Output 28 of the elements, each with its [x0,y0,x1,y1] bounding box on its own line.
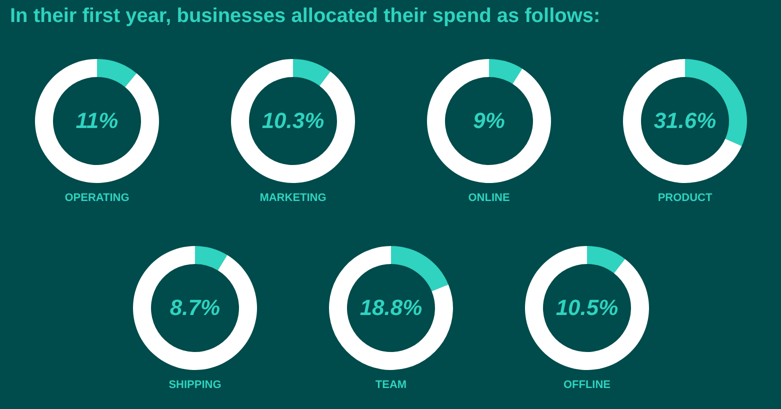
text: In their first year, businesses allocated their spend as follows: [10,5,600,27]
donut-slice [426,59,550,183]
donut-slice [96,59,136,88]
text: TEAM [374,379,406,391]
data-label: 8.7% [169,295,220,320]
text: OFFLINE [562,379,610,391]
text: OPERATING [64,192,129,204]
donut-slice [34,59,158,183]
text: PRODUCT [657,192,712,204]
donut-slice [488,59,522,84]
donut-slice [524,246,648,370]
data-label: 31.6% [653,108,716,133]
donut-slice [292,59,330,86]
data-label: 9% [472,108,504,133]
text: SHIPPING [168,379,221,391]
donut-slice [390,246,448,292]
donut-slice [328,246,452,370]
donut-slice [194,246,227,270]
data-label: 18.8% [359,295,422,320]
donut-slice [132,246,256,370]
data-label: 11% [75,108,118,133]
donut-slice [622,59,742,183]
text: MARKETING [259,192,326,204]
donut-slice [586,246,624,274]
text: ONLINE [468,192,510,204]
data-label: 10.3% [261,108,324,133]
donut-slice [230,59,354,183]
data-label: 10.5% [555,295,618,320]
